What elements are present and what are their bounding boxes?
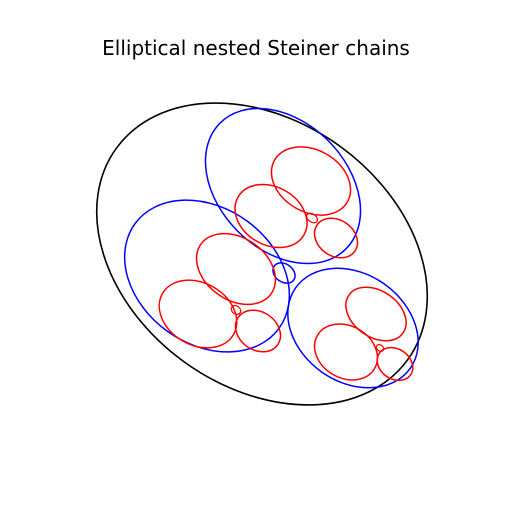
red-ellipse-right-c [376,346,414,382]
red-ellipse-right-b [313,323,379,381]
blue-ellipse-right [287,267,419,389]
red-ellipse-left-tiny [230,305,242,315]
red-ellipse-left-a [195,232,277,306]
blue-ellipse-top [204,107,362,265]
red-ellipse-left-b [158,279,238,349]
figure-title: Elliptical nested Steiner chains [102,36,410,60]
outer-ellipse [95,102,429,406]
red-ellipse-left-c [234,309,282,353]
blue-ellipse-center-small [272,262,296,284]
red-ellipse-top-b [234,183,308,249]
red-ellipse-top-a [270,146,352,216]
red-ellipse-right-tiny [375,344,385,352]
red-ellipse-right-a [345,286,407,342]
red-ellipse-top-c [313,217,359,259]
red-ellipse-top-tiny [305,212,319,224]
